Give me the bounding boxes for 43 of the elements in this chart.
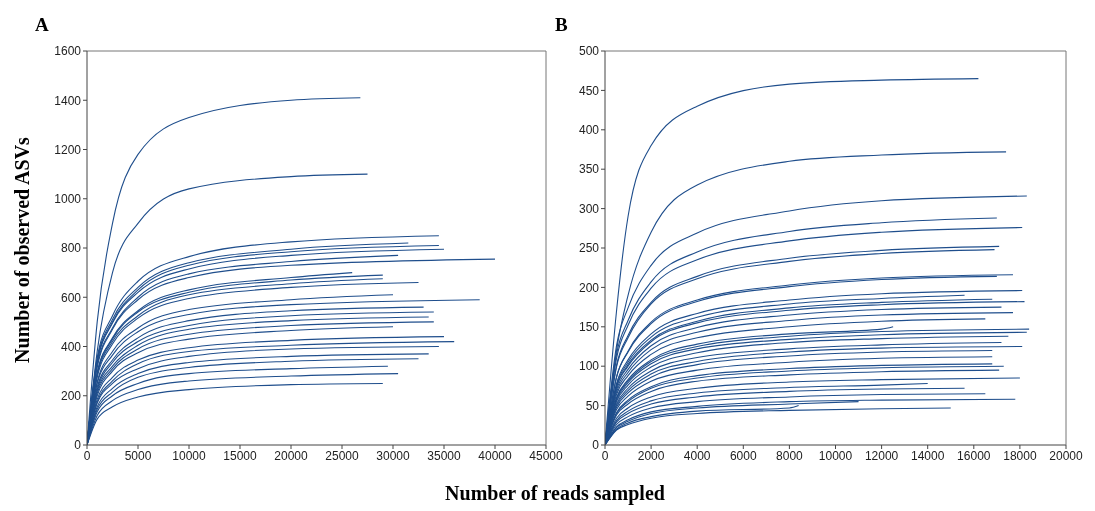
- x-tick-label: 25000: [325, 448, 360, 463]
- chart-title: B: [555, 14, 568, 36]
- y-tick-label: 1000: [54, 192, 82, 207]
- x-tick-label: 4000: [683, 448, 711, 463]
- x-tick-label: 20000: [274, 448, 309, 463]
- y-tick-label: 200: [578, 280, 600, 295]
- y-tick-label: 450: [578, 83, 600, 98]
- y-tick-label: 400: [578, 123, 600, 138]
- y-tick-label: 0: [74, 438, 82, 453]
- y-tick-label: 0: [592, 438, 600, 453]
- x-tick-label: 5000: [124, 448, 152, 463]
- y-axis-title: Number of observed ASVs: [10, 137, 34, 363]
- y-tick-label: 50: [585, 398, 600, 413]
- x-tick-label: 35000: [427, 448, 462, 463]
- y-tick-label: 350: [578, 162, 600, 177]
- y-tick-label: 500: [578, 44, 600, 59]
- x-tick-label: 10000: [172, 448, 207, 463]
- y-tick-label: 600: [60, 290, 82, 305]
- y-tick-label: 1600: [54, 44, 82, 59]
- y-tick-label: 200: [60, 389, 82, 404]
- x-tick-label: 16000: [957, 448, 991, 463]
- x-tick-label: 18000: [1003, 448, 1037, 463]
- x-axis-title: Number of reads sampled: [445, 482, 665, 505]
- y-tick-label: 250: [578, 241, 600, 256]
- x-tick-label: 10000: [818, 448, 853, 463]
- x-tick-label: 2000: [637, 448, 665, 463]
- x-tick-label: 15000: [223, 448, 258, 463]
- x-tick-label: 8000: [776, 448, 804, 463]
- y-tick-label: 1400: [54, 93, 82, 108]
- x-tick-label: 14000: [911, 448, 945, 463]
- x-tick-label: 30000: [376, 448, 411, 463]
- x-tick-label: 20000: [1049, 448, 1084, 463]
- y-tick-label: 1200: [54, 142, 82, 157]
- chart-title: A: [35, 14, 49, 36]
- x-tick-label: 45000: [529, 448, 564, 463]
- y-tick-label: 800: [60, 241, 82, 256]
- y-tick-label: 300: [578, 201, 600, 216]
- x-tick-label: 6000: [729, 448, 757, 463]
- x-tick-label: 12000: [864, 448, 899, 463]
- y-tick-label: 100: [578, 359, 600, 374]
- x-tick-label: 40000: [478, 448, 513, 463]
- y-tick-label: 400: [60, 339, 82, 354]
- y-tick-label: 150: [578, 320, 600, 335]
